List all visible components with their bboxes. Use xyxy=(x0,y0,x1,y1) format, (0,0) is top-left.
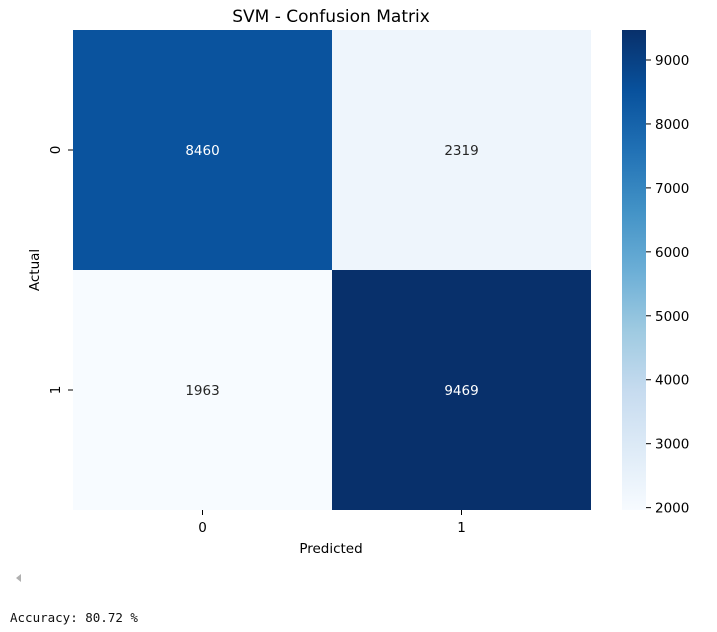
chart-title: SVM - Confusion Matrix xyxy=(232,7,430,27)
colorbar-tick-label-0: 2000 xyxy=(655,501,689,517)
x-axis-label: Predicted xyxy=(299,541,362,557)
heatmap-cell-1-1 xyxy=(332,270,591,510)
colorbar xyxy=(622,30,646,510)
colorbar-tick-label-3: 5000 xyxy=(655,309,689,325)
y-axis: 01 xyxy=(48,146,73,395)
cell-label-0-0: 8460 xyxy=(185,143,219,159)
scroll-left-icon[interactable] xyxy=(16,574,21,582)
y-axis-label: Actual xyxy=(27,249,43,291)
colorbar-tick-label-4: 6000 xyxy=(655,245,689,261)
colorbar-ticks: 2000 3000 4000 5000 6000 7000 8000 9000 xyxy=(646,53,689,517)
heatmap-cell-0-0 xyxy=(73,30,332,270)
colorbar-tick-label-6: 8000 xyxy=(655,117,689,133)
x-tick-label-1: 1 xyxy=(457,520,466,536)
colorbar-tick-label-2: 4000 xyxy=(655,373,689,389)
heatmap-cells xyxy=(73,30,591,510)
cell-label-0-1: 2319 xyxy=(444,143,478,159)
colorbar-tick-label-5: 7000 xyxy=(655,181,689,197)
y-tick-label-1: 1 xyxy=(48,386,64,395)
heatmap-cell-0-1 xyxy=(332,30,591,270)
colorbar-tick-label-7: 9000 xyxy=(655,53,689,69)
colorbar-tick-label-1: 3000 xyxy=(655,437,689,453)
y-tick-label-0: 0 xyxy=(48,146,64,155)
heatmap-cell-1-0 xyxy=(73,270,332,510)
accuracy-output: Accuracy: 80.72 % xyxy=(10,610,138,625)
heatmap-cell-labels: 8460 2319 1963 9469 xyxy=(185,143,478,399)
cell-label-1-0: 1963 xyxy=(185,383,219,399)
x-tick-label-0: 0 xyxy=(198,520,207,536)
cell-label-1-1: 9469 xyxy=(444,383,478,399)
